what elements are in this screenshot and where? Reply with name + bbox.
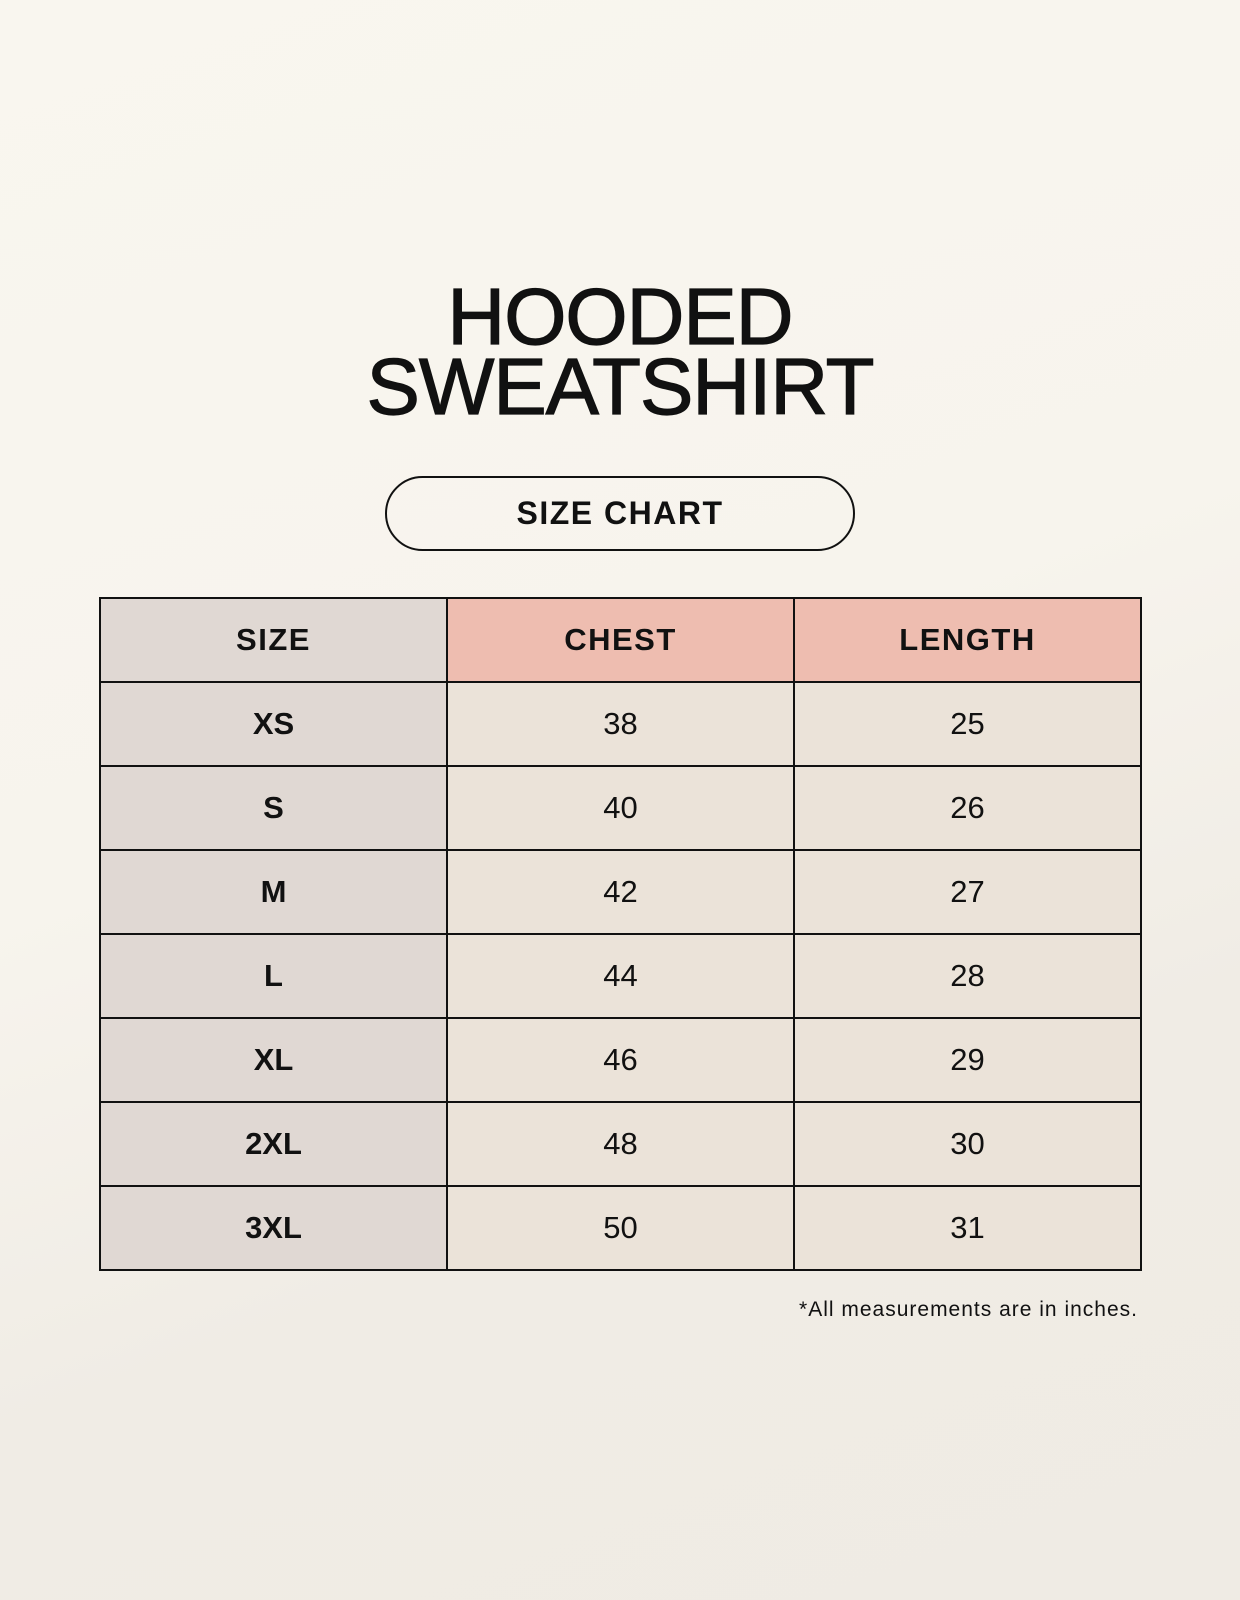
size-cell: M bbox=[99, 849, 448, 935]
size-cell: L bbox=[99, 933, 448, 1019]
header-size: SIZE bbox=[99, 597, 448, 683]
table-row: S 40 26 bbox=[99, 765, 1142, 851]
chest-cell: 40 bbox=[446, 765, 795, 851]
chest-cell: 46 bbox=[446, 1017, 795, 1103]
footnote: *All measurements are in inches. bbox=[799, 1298, 1138, 1321]
title-line-1: HOODED bbox=[447, 272, 794, 361]
header-chest: CHEST bbox=[446, 597, 795, 683]
length-cell: 27 bbox=[793, 849, 1142, 935]
size-cell: 3XL bbox=[99, 1185, 448, 1271]
chest-cell: 48 bbox=[446, 1101, 795, 1187]
size-cell: XS bbox=[99, 681, 448, 767]
size-cell: 2XL bbox=[99, 1101, 448, 1187]
length-cell: 31 bbox=[793, 1185, 1142, 1271]
size-chart-badge: SIZE CHART bbox=[385, 476, 855, 551]
table-row: M 42 27 bbox=[99, 849, 1142, 935]
size-cell: S bbox=[99, 765, 448, 851]
table-row: XS 38 25 bbox=[99, 681, 1142, 767]
table-row: L 44 28 bbox=[99, 933, 1142, 1019]
chest-cell: 42 bbox=[446, 849, 795, 935]
chest-cell: 50 bbox=[446, 1185, 795, 1271]
length-cell: 26 bbox=[793, 765, 1142, 851]
length-cell: 30 bbox=[793, 1101, 1142, 1187]
table-row: 2XL 48 30 bbox=[99, 1101, 1142, 1187]
page-title: HOODED SWEATSHIRT bbox=[0, 272, 1240, 431]
length-cell: 29 bbox=[793, 1017, 1142, 1103]
table-row: 3XL 50 31 bbox=[99, 1185, 1142, 1271]
table-row: XL 46 29 bbox=[99, 1017, 1142, 1103]
size-cell: XL bbox=[99, 1017, 448, 1103]
length-cell: 25 bbox=[793, 681, 1142, 767]
length-cell: 28 bbox=[793, 933, 1142, 1019]
title-line-2: SWEATSHIRT bbox=[366, 342, 875, 431]
chest-cell: 38 bbox=[446, 681, 795, 767]
table-header-row: SIZE CHEST LENGTH bbox=[99, 597, 1142, 683]
header-length: LENGTH bbox=[793, 597, 1142, 683]
size-table: SIZE CHEST LENGTH XS 38 25 S 40 26 M 42 27 L 44 28 X… bbox=[99, 597, 1142, 1271]
chest-cell: 44 bbox=[446, 933, 795, 1019]
